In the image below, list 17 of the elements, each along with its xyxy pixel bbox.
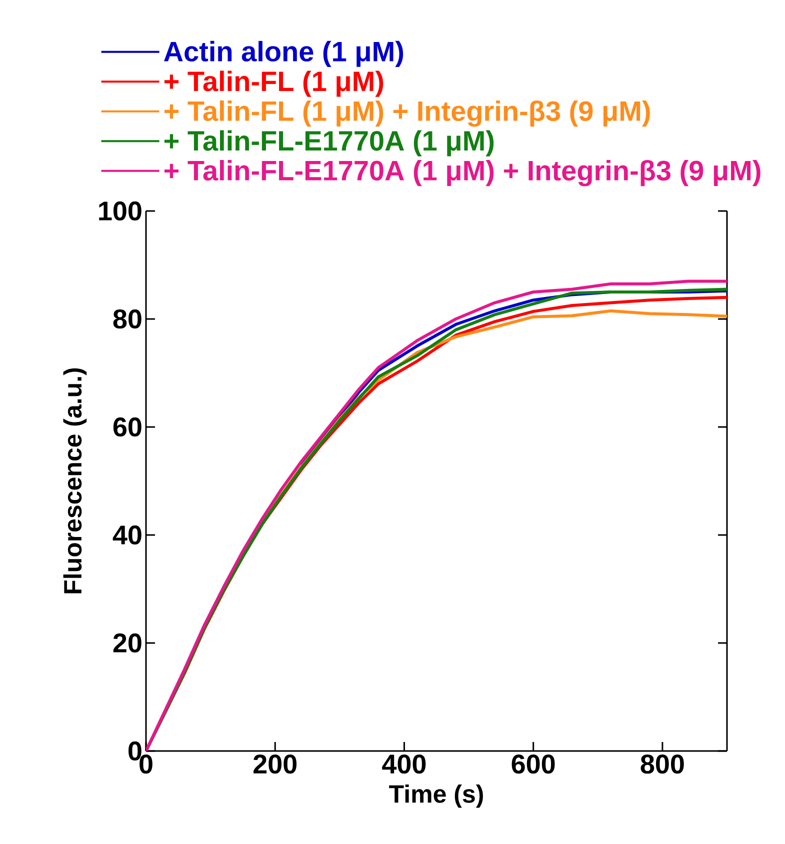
y-tick-label: 40 [112, 525, 142, 545]
legend-label: Actin alone (1 μM) [164, 40, 404, 68]
y-tick-label: 60 [113, 417, 142, 437]
y-tick-label: 80 [113, 309, 142, 329]
x-tick-label: 400 [382, 754, 426, 774]
y-tick-label: 20 [113, 633, 142, 653]
x-tick-label: 600 [512, 754, 555, 774]
y-axis-title: Fluorescence (a.u.) [63, 368, 87, 594]
legend-label: + Talin-FL-E1770A (1 μM) + Integrin-β3 (9 μM) [164, 160, 760, 186]
x-axis-title: Time (s) [389, 784, 483, 808]
legend-label: + Talin-FL (1 μM) [164, 70, 384, 97]
legend-label: + Talin-FL (1 μM) + Integrin-β3 (9 μM) [164, 100, 650, 127]
y-tick-label: 100 [99, 201, 142, 221]
legend-label: + Talin-FL-E1770A (1 μM) [164, 130, 494, 156]
y-tick-label: 0 [128, 741, 142, 761]
x-tick-label: 200 [254, 754, 297, 774]
x-tick-label: 800 [640, 754, 684, 774]
